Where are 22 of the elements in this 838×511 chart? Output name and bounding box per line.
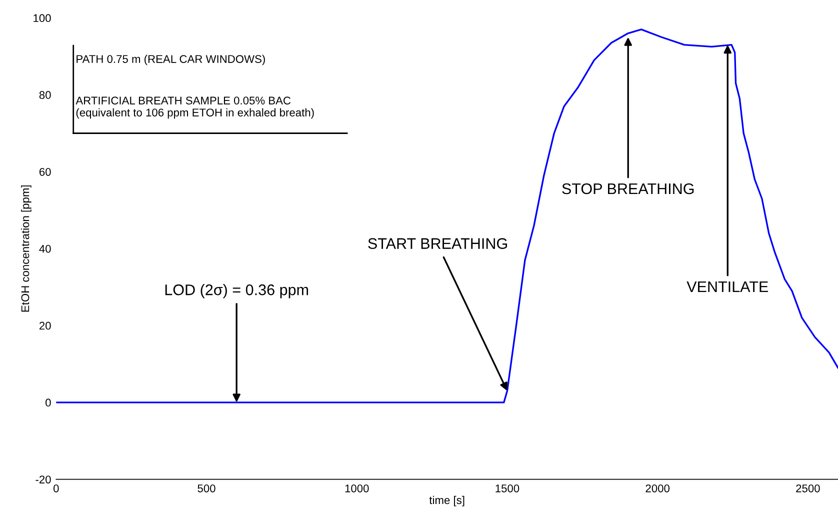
y-tick-label: -20 [36, 476, 51, 484]
x-tick-label: 0 [53, 484, 59, 492]
x-tick-label: 500 [198, 484, 216, 492]
annotation: LOD (2σ) = 0.36 ppm [165, 284, 308, 298]
y-axis-title: EtOH concentration [ppm] [21, 185, 32, 312]
x-axis-title: time [s] [429, 496, 464, 506]
x-tick-label: 2000 [646, 484, 670, 492]
y-tick-label: 100 [34, 14, 51, 22]
x-tick-label: 2500 [796, 484, 820, 492]
annotation: VENTILATE [686, 281, 768, 292]
annotation: PATH 0.75 m (REAL CAR WINDOWS) [76, 54, 265, 66]
annotation: ARTIFICIAL BREATH SAMPLE 0.05% BAC (equivalent to 106 ppm ETOH in exhaled breath) [76, 96, 314, 119]
line-series [56, 28, 838, 404]
annotation: START BREATHING [368, 238, 507, 249]
x-tick-label: 1000 [345, 484, 369, 492]
y-tick-label: 60 [39, 168, 51, 176]
x-tick-label: 1500 [496, 484, 520, 492]
y-tick-label: 80 [39, 91, 51, 99]
y-tick-label: 20 [39, 322, 51, 330]
y-tick-label: 40 [39, 244, 51, 253]
annotation: STOP BREATHING [562, 183, 694, 194]
y-tick-label: 0 [46, 398, 51, 407]
